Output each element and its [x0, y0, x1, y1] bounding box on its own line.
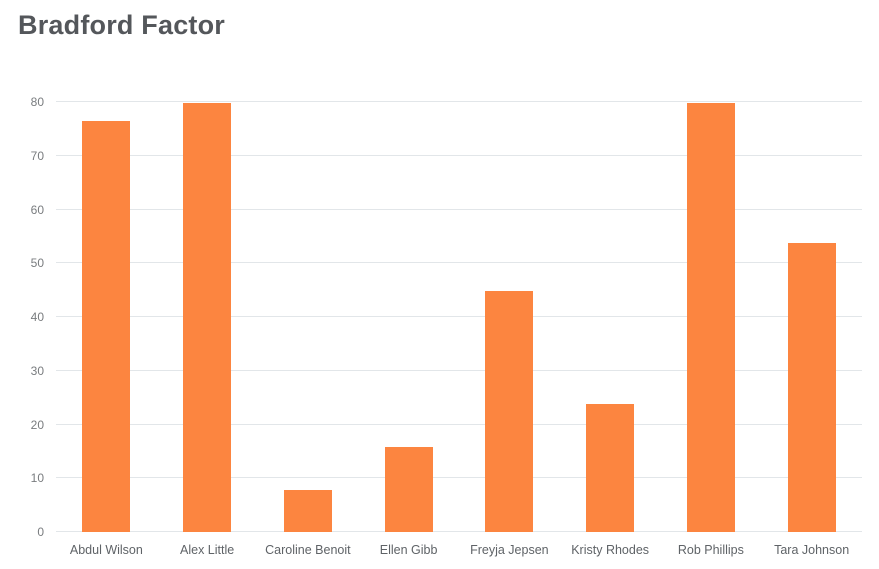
gridline [56, 423, 862, 425]
gridline [56, 316, 862, 317]
gridline [56, 262, 862, 264]
bar[interactable] [586, 404, 635, 532]
y-tick-label: 40 [30, 310, 44, 324]
bar[interactable] [686, 103, 735, 532]
bar[interactable] [82, 120, 131, 532]
y-tick-label: 80 [30, 95, 44, 109]
x-category-label: Kristy Rhodes [571, 543, 650, 557]
y-tick-label: 20 [30, 417, 44, 432]
y-tick-label: 50 [30, 256, 44, 271]
x-category-label: Tara Johnson [774, 543, 850, 557]
bar[interactable] [787, 242, 836, 532]
plot-area [56, 90, 862, 532]
x-axis-labels: Abdul Wilson Alex Little Caroline Benoit El… [56, 542, 862, 558]
chart-title: Bradford Factor [18, 10, 226, 40]
bar[interactable] [283, 489, 332, 532]
y-tick-label: 60 [30, 202, 44, 217]
x-category-label: Abdul Wilson [69, 543, 143, 557]
y-tick-label: 10 [30, 471, 44, 486]
x-category-label: Ellen Gibb [379, 543, 438, 557]
x-category-label: Rob Phillips [677, 543, 744, 557]
bar[interactable] [384, 447, 433, 532]
gridline [56, 101, 862, 102]
y-tick-label: 0 [37, 525, 44, 539]
bar[interactable] [485, 290, 534, 532]
gridline [56, 208, 862, 210]
gridline [56, 154, 862, 156]
y-tick-label: 30 [30, 363, 44, 378]
y-tick-label: 70 [30, 148, 44, 163]
gridline [56, 531, 862, 532]
x-category-label: Freyja Jepsen [470, 543, 549, 557]
x-category-label: Alex Little [180, 543, 235, 557]
x-category-label: Caroline Benoit [265, 543, 351, 557]
gridline [56, 477, 862, 479]
y-axis-labels: 0 10 20 30 40 50 60 70 80 [0, 90, 44, 538]
gridline [56, 369, 862, 371]
bar[interactable] [183, 103, 232, 532]
